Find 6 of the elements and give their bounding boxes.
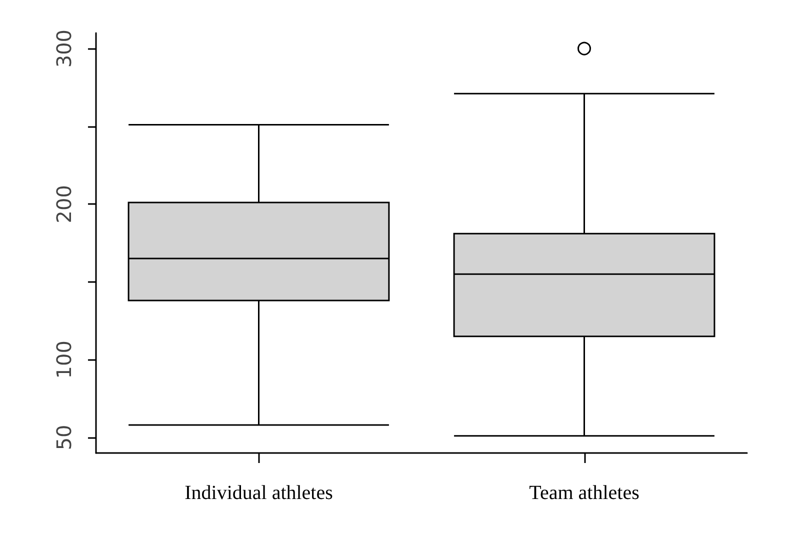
y-tick-label: 50 <box>52 424 76 450</box>
x-tick-label: Team athletes <box>529 482 640 504</box>
y-tick-label: 200 <box>52 185 76 224</box>
y-tick-label: 300 <box>52 29 76 68</box>
y-tick-label: 100 <box>52 340 76 379</box>
x-tick-label: Individual athletes <box>184 482 334 504</box>
